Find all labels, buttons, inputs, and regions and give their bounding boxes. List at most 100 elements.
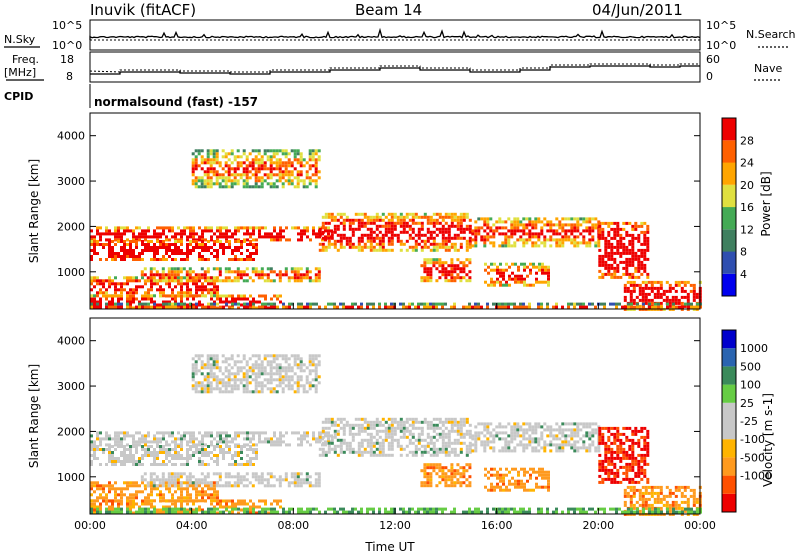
power-cell: [333, 227, 337, 231]
power-cell: [212, 158, 216, 162]
velocity-cell: [453, 450, 457, 454]
velocity-cell: [120, 463, 123, 466]
velocity-cell: [459, 472, 463, 476]
power-cell: [441, 227, 445, 231]
velocity-cell: [456, 432, 460, 436]
power-cell: [339, 245, 343, 249]
velocity-cell: [631, 444, 635, 448]
velocity-cell: [186, 496, 189, 500]
power-cell: [179, 276, 183, 280]
power-cell: [185, 273, 189, 277]
power-cell: [456, 267, 460, 271]
velocity-cell: [173, 481, 177, 485]
velocity-cell: [144, 487, 147, 491]
power-cell: [201, 285, 204, 289]
velocity-cell: [393, 438, 397, 442]
power-cell: [552, 232, 556, 236]
velocity-cell: [168, 460, 171, 463]
velocity-cell: [399, 423, 403, 427]
power-cell: [302, 182, 306, 186]
velocity-cell: [99, 463, 102, 466]
velocity-cell: [149, 478, 153, 482]
power-cell: [570, 217, 574, 221]
power-cell: [216, 291, 219, 295]
power-cell: [224, 276, 228, 280]
power-cell: [105, 279, 108, 283]
power-cell: [604, 236, 608, 240]
velocity-cell: [140, 478, 144, 482]
power-cell: [324, 305, 327, 309]
velocity-cell: [459, 466, 463, 470]
velocity-cell: [132, 437, 135, 441]
power-cell: [146, 279, 150, 283]
power-cell: [567, 305, 570, 309]
power-cell: [674, 283, 678, 287]
velocity-cell: [607, 471, 611, 475]
power-cell: [108, 300, 111, 304]
velocity-cell: [468, 463, 472, 467]
velocity-cell: [570, 422, 574, 426]
power-cell: [610, 248, 614, 252]
power-cell: [272, 155, 276, 159]
power-cell: [123, 229, 126, 233]
power-cell: [120, 238, 123, 242]
power-cell: [526, 265, 529, 269]
power-cell: [516, 229, 520, 233]
power-cell: [381, 233, 385, 237]
velocity-cell: [161, 484, 165, 488]
power-cell: [233, 182, 237, 186]
power-cell: [327, 236, 331, 240]
velocity-cell: [517, 473, 520, 477]
power-cell: [432, 242, 436, 246]
power-cell: [665, 298, 669, 302]
velocity-cell: [270, 437, 273, 441]
power-cell: [276, 235, 279, 239]
power-cell: [541, 268, 544, 272]
power-cell: [604, 251, 608, 255]
velocity-cell: [146, 481, 150, 485]
velocity-cell: [468, 423, 472, 427]
power-cell: [444, 245, 448, 249]
power-cell: [387, 218, 391, 222]
velocity-cell: [195, 490, 198, 494]
velocity-cell: [236, 475, 240, 479]
power-cell: [186, 235, 189, 239]
power-cell: [339, 302, 342, 306]
power-cell: [438, 264, 442, 268]
velocity-cell: [426, 472, 430, 476]
velocity-cell: [408, 438, 412, 442]
velocity-cell: [159, 496, 162, 500]
power-cell: [510, 244, 514, 248]
velocity-cell: [447, 478, 451, 482]
power-cell: [257, 167, 261, 171]
velocity-cell: [423, 444, 427, 448]
power-cell: [300, 305, 303, 309]
power-cell: [105, 302, 108, 306]
velocity-cell: [477, 437, 481, 441]
velocity-cell: [231, 505, 234, 509]
power-cell: [522, 302, 525, 306]
power-cell: [531, 223, 535, 227]
power-cell: [213, 255, 216, 258]
power-cell: [631, 272, 635, 276]
velocity-cell: [510, 425, 514, 429]
velocity-cell: [384, 426, 388, 430]
power-cell: [212, 161, 216, 165]
power-cell: [576, 235, 580, 239]
power-cell: [260, 155, 264, 159]
power-cell: [396, 215, 400, 219]
power-cell: [558, 244, 562, 248]
power-cell: [290, 164, 294, 168]
velocity-cell: [522, 422, 526, 426]
power-cell: [393, 221, 397, 225]
velocity-cell: [188, 472, 192, 476]
velocity-cell: [610, 459, 614, 463]
velocity-cell: [543, 443, 547, 447]
power-cell: [668, 283, 672, 287]
velocity-cell: [276, 502, 279, 506]
nsky-trace: [89, 27, 701, 40]
power-cell: [180, 297, 183, 301]
velocity-cell: [408, 441, 412, 445]
power-cell: [159, 303, 162, 307]
power-cell: [132, 258, 135, 261]
